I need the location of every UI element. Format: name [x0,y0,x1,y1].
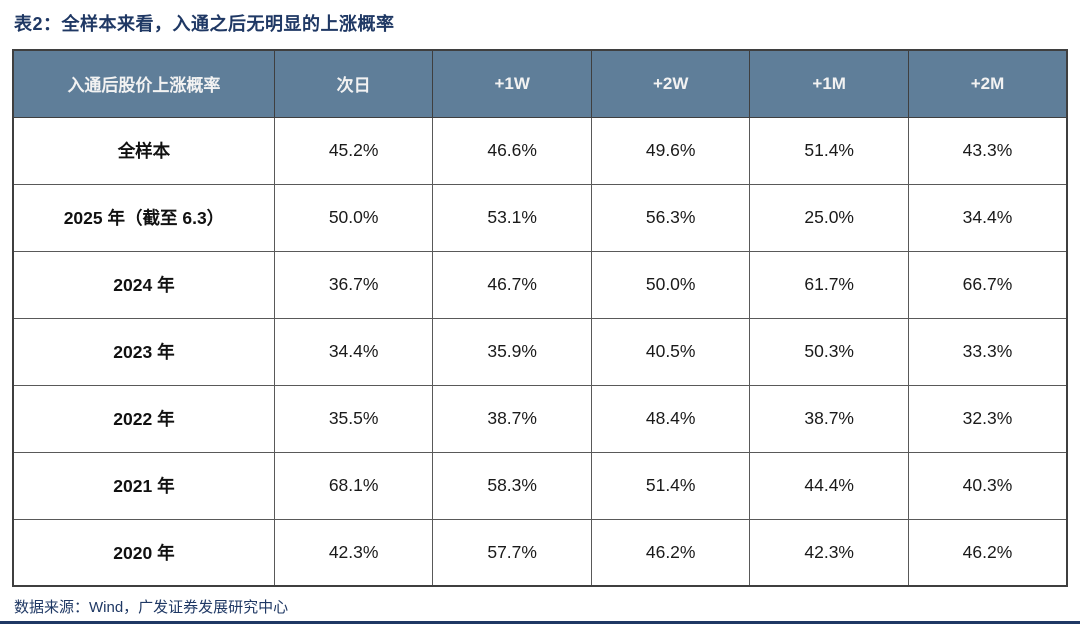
table-cell: 43.3% [907,116,1068,185]
table-cell: 46.6% [432,116,592,185]
table-cell: 36.7% [273,250,434,319]
bottom-divider [0,621,1080,624]
table-cell: 35.5% [273,384,434,453]
table-cell: 42.3% [749,518,909,587]
column-header: 入通后股价上涨概率 [12,49,275,118]
header-row: 入通后股价上涨概率 次日 +1W +2W +1M +2M [12,49,1068,118]
table-cell: 42.3% [273,518,434,587]
table-cell: 46.2% [590,518,751,587]
row-label: 2025 年（截至 6.3） [12,183,275,252]
column-header: +1W [432,49,592,118]
column-header: +2M [907,49,1068,118]
table-cell: 49.6% [590,116,751,185]
row-label: 2021 年 [12,451,275,520]
table-title: 表2：全样本来看，入通之后无明显的上涨概率 [14,14,395,34]
column-header: 次日 [273,49,434,118]
table-cell: 46.2% [907,518,1068,587]
table-cell: 40.5% [590,317,751,386]
table-cell: 34.4% [907,183,1068,252]
table-cell: 50.0% [273,183,434,252]
table-cell: 46.7% [432,250,592,319]
column-header: +1M [749,49,909,118]
table-cell: 32.3% [907,384,1068,453]
row-label: 2023 年 [12,317,275,386]
table-cell: 35.9% [432,317,592,386]
row-label: 2020 年 [12,518,275,587]
table-cell: 66.7% [907,250,1068,319]
table-cell: 56.3% [590,183,751,252]
table-cell: 51.4% [590,451,751,520]
table-row: 全样本 45.2% 46.6% 49.6% 51.4% 43.3% [12,116,1068,185]
table-row: 2021 年 68.1% 58.3% 51.4% 44.4% 40.3% [12,451,1068,520]
table-row: 2020 年 42.3% 57.7% 46.2% 42.3% 46.2% [12,518,1068,587]
row-label: 2022 年 [12,384,275,453]
table-cell: 50.3% [749,317,909,386]
table-cell: 50.0% [590,250,751,319]
table-cell: 34.4% [273,317,434,386]
table-cell: 25.0% [749,183,909,252]
table-cell: 57.7% [432,518,592,587]
table-cell: 53.1% [432,183,592,252]
row-label: 全样本 [12,116,275,185]
table-row: 2023 年 34.4% 35.9% 40.5% 50.3% 33.3% [12,317,1068,386]
source-note: 数据来源：Wind，广发证券发展研究中心 [14,599,289,616]
table-cell: 61.7% [749,250,909,319]
probability-table: 入通后股价上涨概率 次日 +1W +2W +1M +2M 全样本 45.2% 4… [12,49,1068,587]
table-row: 2025 年（截至 6.3） 50.0% 53.1% 56.3% 25.0% 3… [12,183,1068,252]
column-header: +2W [590,49,751,118]
table-row: 2022 年 35.5% 38.7% 48.4% 38.7% 32.3% [12,384,1068,453]
table-cell: 40.3% [907,451,1068,520]
row-label: 2024 年 [12,250,275,319]
table-cell: 44.4% [749,451,909,520]
table-cell: 33.3% [907,317,1068,386]
table-cell: 51.4% [749,116,909,185]
table-cell: 38.7% [432,384,592,453]
table-cell: 48.4% [590,384,751,453]
table-row: 2024 年 36.7% 46.7% 50.0% 61.7% 66.7% [12,250,1068,319]
table-cell: 68.1% [273,451,434,520]
table-cell: 38.7% [749,384,909,453]
table-cell: 58.3% [432,451,592,520]
table-cell: 45.2% [273,116,434,185]
